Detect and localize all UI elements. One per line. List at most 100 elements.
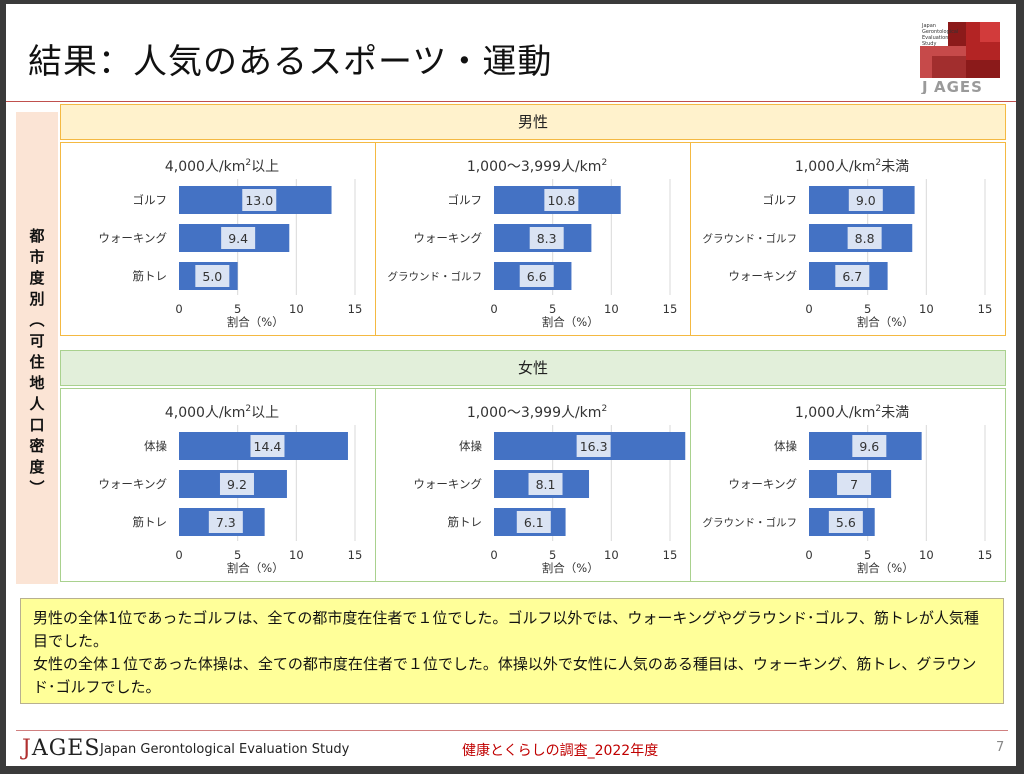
chart-title-main: 4,000人/km — [165, 159, 246, 175]
chart-divider — [375, 389, 376, 581]
x-tick-label: 0 — [490, 548, 497, 562]
chart-title-superscript: 2 — [245, 158, 251, 168]
data-label: 8.3 — [537, 231, 557, 246]
chart-title-main: 4,000人/km — [165, 405, 246, 421]
chart-title: 1,000～3,999人/km2 — [467, 404, 607, 421]
logo-brand: AGES — [934, 78, 983, 94]
data-label-box — [828, 511, 863, 533]
chart-title: 4,000人/km2以上 — [165, 158, 279, 175]
x-tick-label: 15 — [348, 302, 363, 316]
data-label-box — [847, 227, 882, 249]
chart-title-superscript: 2 — [601, 158, 607, 168]
chart-title-superscript: 2 — [601, 404, 607, 414]
data-label-box — [242, 189, 277, 211]
x-tick-label: 15 — [663, 302, 678, 316]
side-label-char: ︵ — [29, 311, 45, 329]
chart-title-tail: 未満 — [881, 159, 909, 175]
summary-female: 女性の全体１位であった体操は、全ての都市度在住者で１位でした。体操以外で女性に人… — [33, 655, 977, 696]
category-label: 体操 — [459, 439, 482, 453]
female-chart-3: 1,000人/km2未満 体操 9.6 ウォーキング 7 グラウンド・ゴルフ 5.6 0 5 10… — [691, 389, 1005, 581]
data-label-box — [528, 473, 563, 495]
data-label: 6.1 — [524, 515, 544, 530]
category-label: ウォーキング — [413, 477, 482, 491]
chart-title: 1,000人/km2未満 — [795, 404, 909, 421]
data-label-box — [219, 473, 254, 495]
x-axis-label: 割合（%） — [857, 561, 914, 575]
female-chart-2: 1,000～3,999人/km2 体操 16.3 ウォーキング 8.1 筋トレ 6.1 0 5 1… — [376, 389, 690, 581]
data-label-box — [250, 435, 285, 457]
category-label: グラウンド・ゴルフ — [703, 232, 798, 245]
chart-title-superscript: 2 — [875, 404, 881, 414]
title-divider — [6, 101, 1016, 102]
x-tick-label: 0 — [805, 302, 812, 316]
x-tick-label: 0 — [175, 302, 182, 316]
category-label: ゴルフ — [763, 193, 798, 207]
summary-male: 男性の全体1位であったゴルフは、全ての都市度在住者で１位でした。ゴルフ以外では、… — [33, 609, 979, 650]
x-axis-label: 割合（%） — [227, 561, 284, 575]
x-tick-label: 5 — [549, 302, 556, 316]
category-label: ウォーキング — [98, 231, 167, 245]
data-label-box — [837, 473, 872, 495]
side-label-char: 可 — [29, 332, 45, 350]
data-label-box — [835, 265, 870, 287]
data-label: 10.8 — [547, 193, 575, 208]
footer-logo: JAGES — [22, 736, 100, 761]
female-banner: 女性 — [60, 350, 1006, 386]
data-label: 14.4 — [254, 439, 282, 454]
category-label: ウォーキング — [728, 477, 797, 491]
side-label-char: 別 — [29, 290, 45, 308]
page-title: 結果：人気のあるスポーツ・運動 — [28, 42, 553, 82]
data-label: 8.8 — [855, 231, 875, 246]
x-tick-label: 0 — [175, 548, 182, 562]
male-banner: 男性 — [60, 104, 1006, 140]
male-chart-1: 4,000人/km2以上 ゴルフ 13.0 ウォーキング 9.4 筋トレ 5.0 0 5 10 15… — [61, 143, 375, 335]
data-label-box — [195, 265, 230, 287]
category-label: ゴルフ — [448, 193, 483, 207]
category-label: ゴルフ — [133, 193, 168, 207]
x-tick-label: 10 — [289, 548, 304, 562]
data-label-box — [852, 435, 887, 457]
x-tick-label: 0 — [490, 302, 497, 316]
data-label: 9.2 — [227, 477, 247, 492]
side-label-char: 密 — [29, 437, 45, 455]
category-label: グラウンド・ゴルフ — [703, 516, 798, 529]
data-label: 5.6 — [836, 515, 856, 530]
x-tick-label: 15 — [978, 302, 993, 316]
category-label: ウォーキング — [98, 477, 167, 491]
x-tick-label: 5 — [864, 548, 871, 562]
category-label: グラウンド・ゴルフ — [388, 270, 483, 283]
logo-text-line1: Japan — [921, 23, 936, 29]
summary-note: 男性の全体1位であったゴルフは、全ての都市度在住者で１位でした。ゴルフ以外では、… — [20, 598, 1004, 704]
x-tick-label: 5 — [234, 548, 241, 562]
data-label: 6.7 — [842, 269, 862, 284]
data-label-box — [519, 265, 554, 287]
bar-chart: 1,000～3,999人/km2 体操 16.3 ウォーキング 8.1 筋トレ 6.1 0 5 1… — [413, 404, 686, 575]
category-label: ウォーキング — [413, 231, 482, 245]
x-tick-label: 5 — [864, 302, 871, 316]
bar-chart: 1,000～3,999人/km2 ゴルフ 10.8 ウォーキング 8.3 グラウンド・ゴル… — [388, 158, 678, 329]
male-chart-3: 1,000人/km2未満 ゴルフ 9.0 グラウンド・ゴルフ 8.8 ウォーキング 6.7 0… — [691, 143, 1005, 335]
data-label: 9.0 — [856, 193, 876, 208]
side-label-char: 地 — [29, 374, 45, 392]
category-label: 筋トレ — [448, 515, 483, 529]
chart-title-tail: 未満 — [881, 405, 909, 421]
x-axis-label: 割合（%） — [542, 315, 599, 329]
chart-divider — [690, 143, 691, 335]
data-label: 9.4 — [228, 231, 248, 246]
chart-title-main: 1,000人/km — [795, 405, 876, 421]
data-label: 7 — [850, 477, 858, 492]
chart-title-tail: 以上 — [251, 405, 279, 421]
logo-text-line3: Evaluation — [922, 35, 948, 41]
male-chart-row: 4,000人/km2以上 ゴルフ 13.0 ウォーキング 9.4 筋トレ 5.0 0 5 10 15… — [60, 142, 1006, 336]
chart-divider — [690, 389, 691, 581]
data-label-box — [848, 189, 883, 211]
side-label-char: 住 — [29, 353, 45, 371]
x-tick-label: 15 — [663, 548, 678, 562]
chart-title-superscript: 2 — [875, 158, 881, 168]
logo-brand-mark: J — [921, 78, 929, 94]
x-tick-label: 15 — [348, 548, 363, 562]
category-label: 体操 — [144, 439, 167, 453]
